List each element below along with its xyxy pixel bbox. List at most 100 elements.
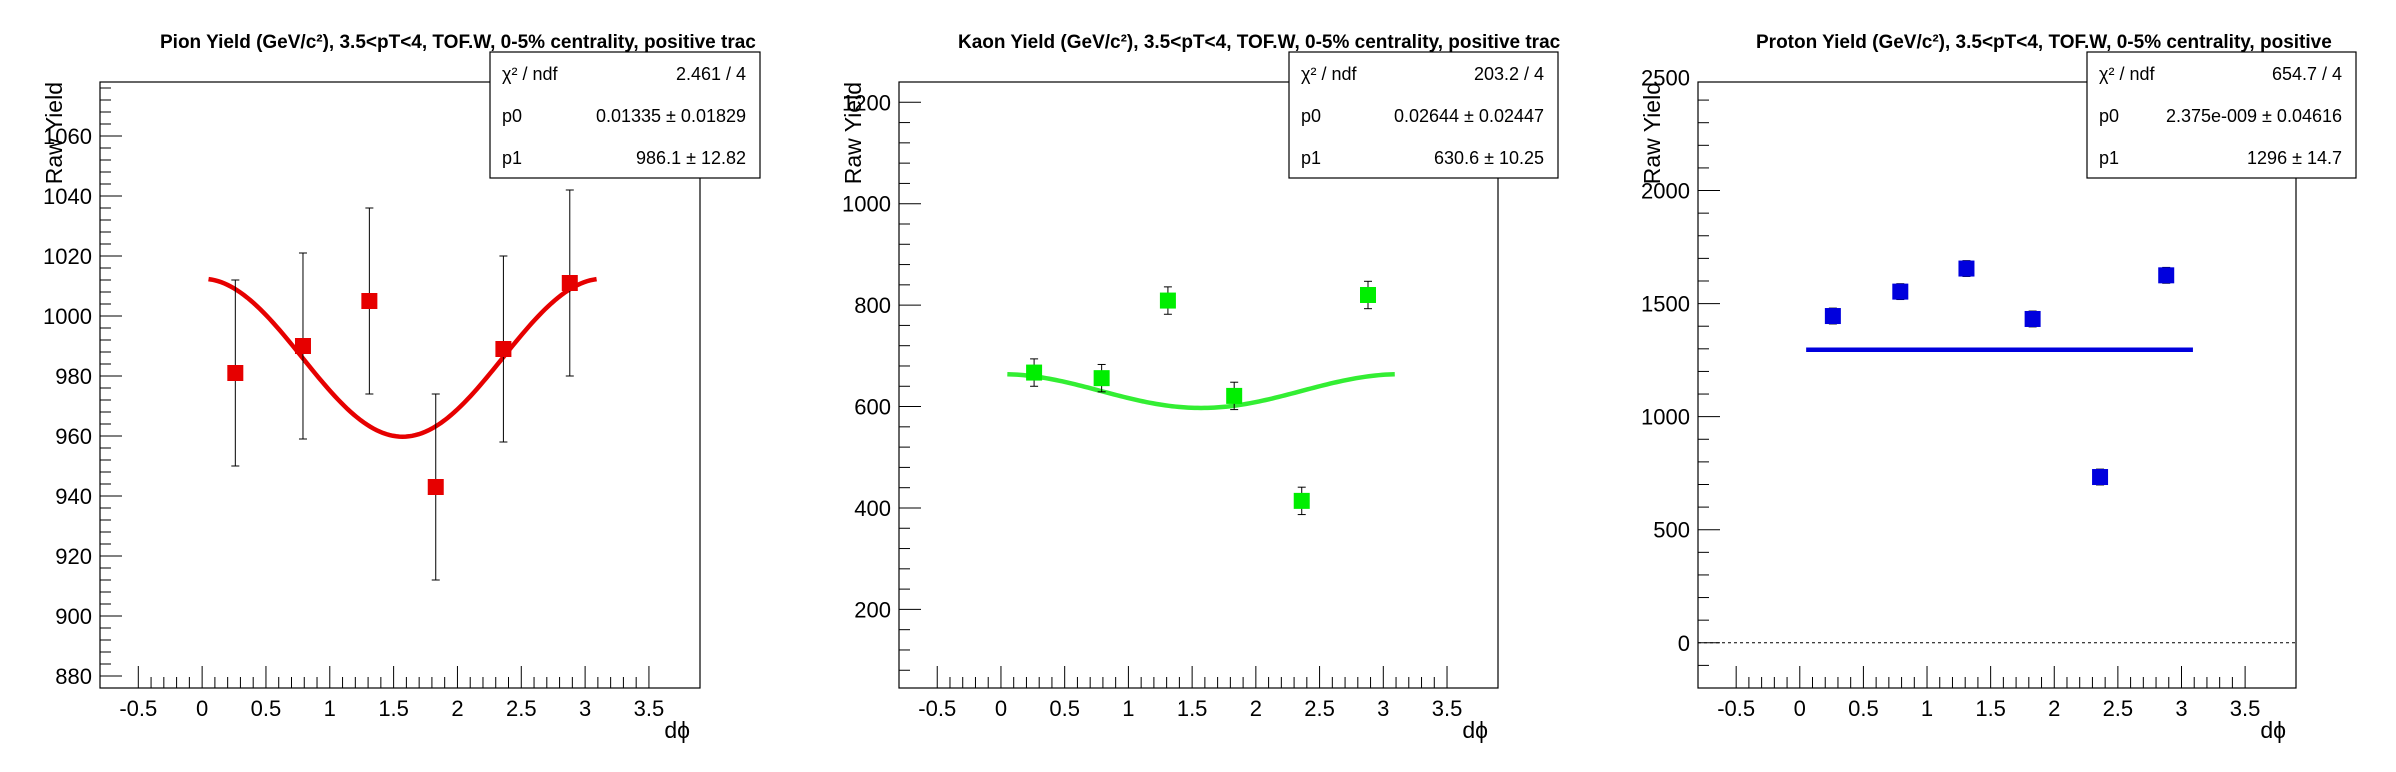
fit-curve [1007,371,1395,411]
stats-label: χ² / ndf [2099,64,2155,84]
y-tick-label: 1200 [842,90,891,115]
chart-title: Pion Yield (GeV/c²), 3.5<pT<4, TOF.W, 0-… [160,32,756,53]
y-tick-label: 900 [55,604,92,629]
data-point [1824,308,1841,325]
y-axis-label: Raw Yield [41,82,67,184]
y-tick-label: 1000 [43,304,92,329]
data-point [2024,310,2041,327]
data-point [1892,283,1909,300]
x-tick-label: 1 [1921,696,1933,721]
data-point [1293,492,1310,509]
y-tick-label: 880 [55,664,92,689]
x-tick-label: 2.5 [2103,696,2134,721]
x-tick-label: -0.5 [918,696,956,721]
data-point [227,365,244,381]
y-tick-label: 1000 [842,192,891,217]
y-tick-label: 1040 [43,184,92,209]
y-tick-label: 2500 [1641,65,1690,90]
x-tick-label: 0.5 [1049,696,1080,721]
y-axis-label: Raw Yield [840,82,866,184]
x-tick-label: 0 [995,696,1007,721]
x-tick-label: 2 [451,696,463,721]
stats-label: χ² / ndf [502,64,558,84]
y-tick-label: 940 [55,484,92,509]
x-tick-label: 1.5 [1177,696,1208,721]
y-tick-label: 600 [854,395,891,420]
stats-label: p0 [502,106,522,126]
stats-label: p1 [2099,148,2119,168]
x-tick-label: 3 [2175,696,2187,721]
x-axis-label: dϕ [1462,717,1488,743]
stats-value: 630.6 ± 10.25 [1434,148,1544,168]
y-tick-label: 1020 [43,244,92,269]
stats-value: 0.02644 ± 0.02447 [1394,106,1544,126]
stats-box [489,51,761,179]
stats-value: 2.375e-009 ± 0.04616 [2166,106,2342,126]
stats-label: p1 [502,148,522,168]
data-point [361,293,378,309]
y-tick-label: 200 [854,597,891,622]
y-tick-label: 1000 [1641,405,1690,430]
y-tick-label: 1060 [43,124,92,149]
data-point [1958,260,1975,277]
x-axis-label: dϕ [2260,717,2286,743]
chart-panel-1: Pion Yield (GeV/c²), 3.5<pT<4, TOF.W, 0-… [41,32,761,743]
x-tick-label: 0.5 [1848,696,1879,721]
stats-label: p0 [1301,106,1321,126]
x-tick-label: 1 [1122,696,1134,721]
plot-frame [1697,81,2297,689]
y-tick-label: 0 [1678,631,1690,656]
data-point [427,479,444,495]
stats-value: 203.2 / 4 [1474,64,1544,84]
x-axis-label: dϕ [664,717,690,743]
stats-value: 2.461 / 4 [676,64,746,84]
x-tick-label: 0 [196,696,208,721]
y-tick-label: 1500 [1641,292,1690,317]
x-tick-label: 2.5 [1304,696,1335,721]
data-point [495,341,512,357]
fit-curve [208,276,597,439]
plot-frame [99,81,701,689]
stats-label: χ² / ndf [1301,64,1357,84]
stats-value: 1296 ± 14.7 [2247,148,2342,168]
y-tick-label: 980 [55,364,92,389]
x-tick-label: 0 [1794,696,1806,721]
x-tick-label: 3 [579,696,591,721]
data-point [1226,387,1243,404]
stats-label: p1 [1301,148,1321,168]
stats-box [2086,51,2357,179]
x-tick-label: -0.5 [1717,696,1755,721]
data-point [2092,469,2109,486]
x-tick-label: -0.5 [119,696,157,721]
data-point [561,275,578,291]
x-tick-label: 3.5 [1432,696,1463,721]
stats-value: 0.01335 ± 0.01829 [596,106,746,126]
stats-value: 654.7 / 4 [2272,64,2342,84]
x-tick-label: 1.5 [378,696,409,721]
x-tick-label: 3 [1377,696,1389,721]
x-tick-label: 3.5 [634,696,665,721]
stats-value: 986.1 ± 12.82 [636,148,746,168]
y-tick-label: 400 [854,496,891,521]
data-point [1093,370,1110,387]
x-tick-label: 2 [2048,696,2060,721]
x-tick-label: 0.5 [251,696,282,721]
stats-box [1288,51,1559,179]
data-point [294,338,311,354]
data-point [1360,286,1377,303]
y-tick-label: 920 [55,544,92,569]
x-tick-label: 2.5 [506,696,537,721]
plot-frame [898,81,1499,689]
x-tick-label: 1.5 [1975,696,2006,721]
chart-title: Kaon Yield (GeV/c²), 3.5<pT<4, TOF.W, 0-… [958,32,1561,53]
chart-panel-3: Proton Yield (GeV/c²), 3.5<pT<4, TOF.W, … [1639,32,2357,743]
chart-panel-2: Kaon Yield (GeV/c²), 3.5<pT<4, TOF.W, 0-… [840,32,1561,743]
y-tick-label: 2000 [1641,179,1690,204]
y-tick-label: 500 [1653,518,1690,543]
data-point [1026,364,1043,381]
chart-title: Proton Yield (GeV/c²), 3.5<pT<4, TOF.W, … [1756,32,2332,53]
y-axis-label: Raw Yield [1639,82,1665,184]
data-point [1159,292,1176,309]
stats-label: p0 [2099,106,2119,126]
